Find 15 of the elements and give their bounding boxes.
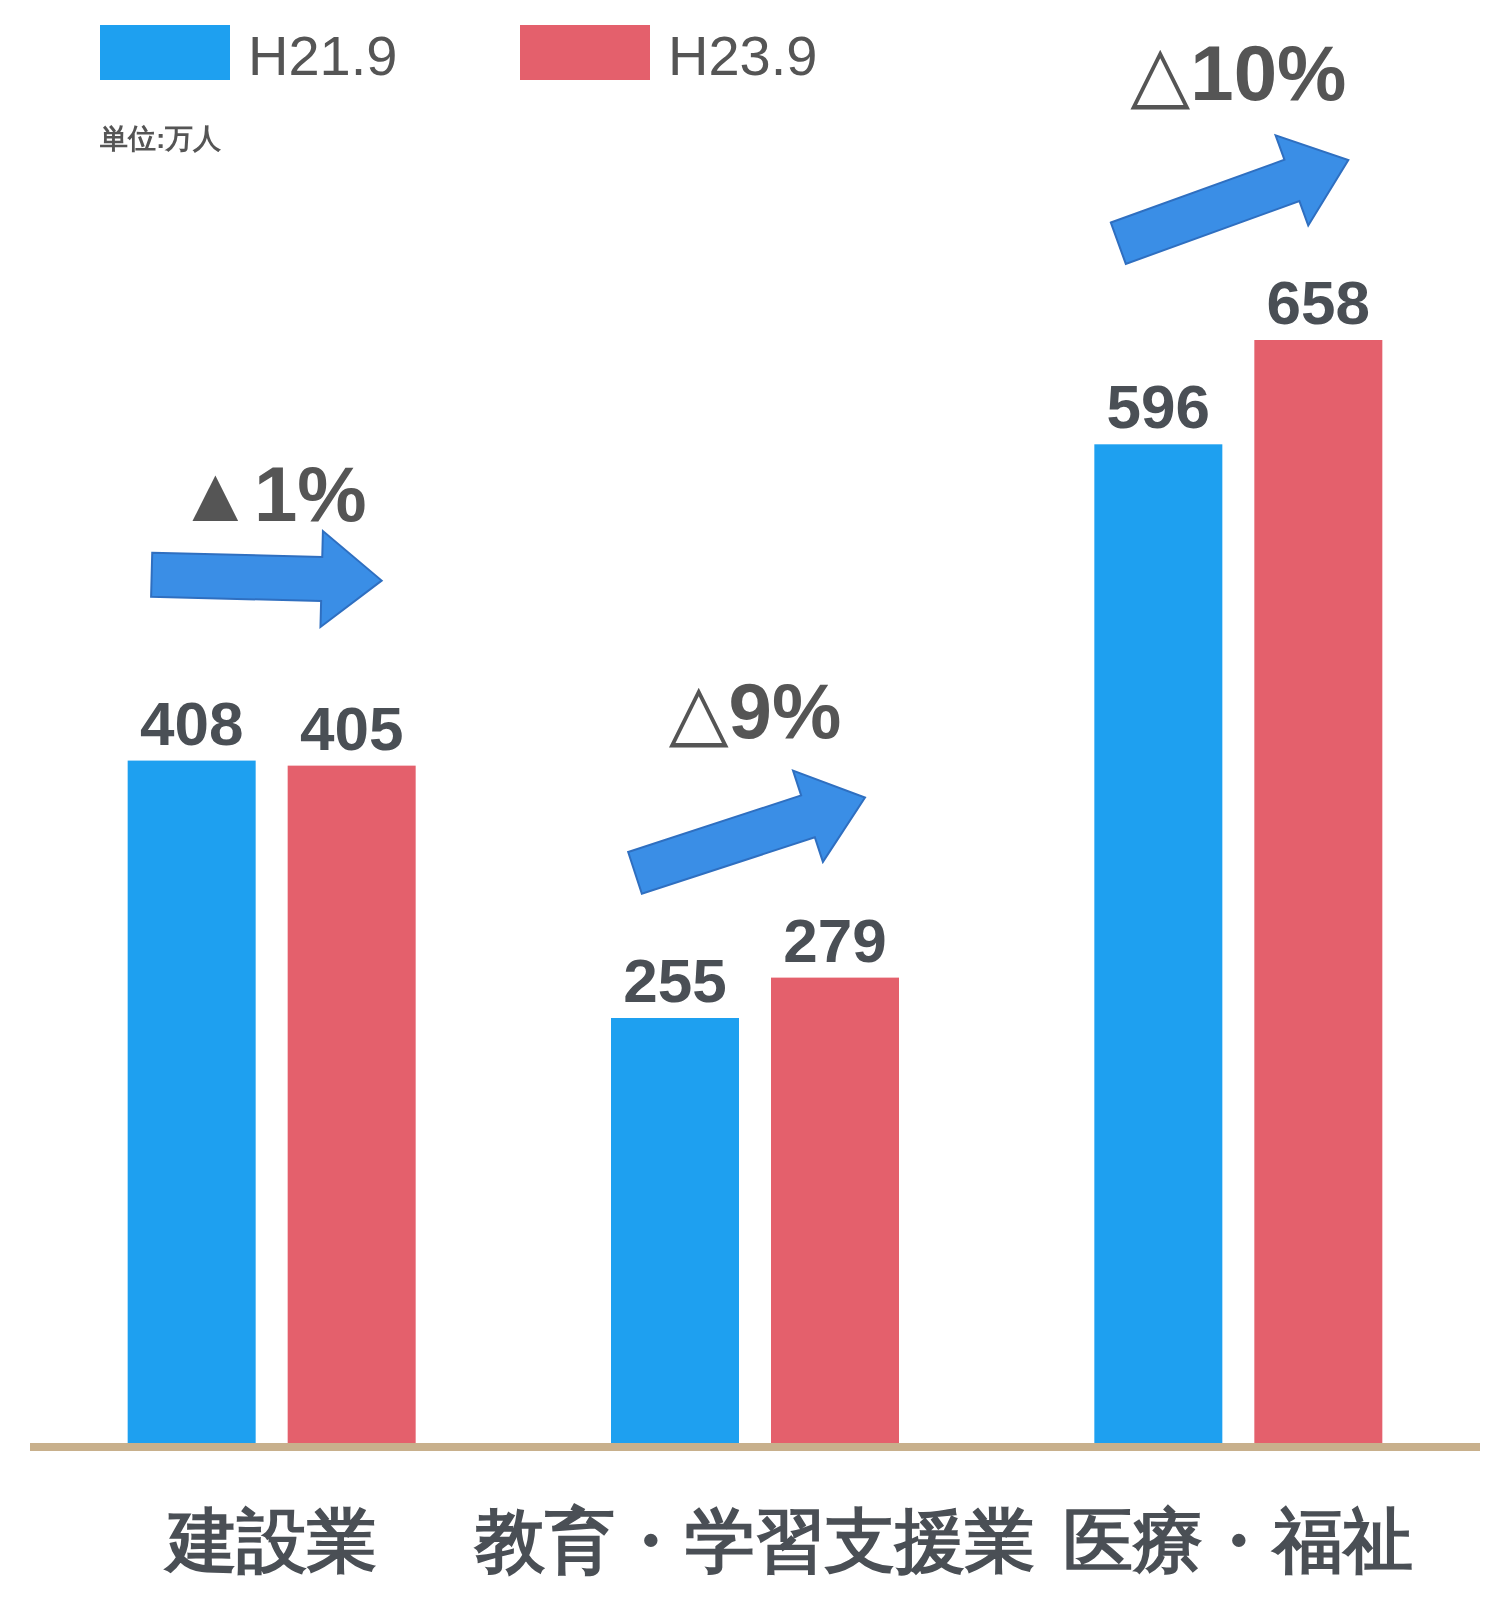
x-tick-label: 建設業 — [162, 1502, 377, 1580]
text: △10% — [1130, 29, 1347, 117]
data-label: 596 — [1106, 372, 1211, 442]
data-label: 408 — [139, 688, 244, 758]
legend-label: H21.9 — [248, 24, 398, 87]
annotation: ▲1% — [176, 449, 367, 538]
text: 単位:万人 — [99, 123, 223, 154]
x-tick-label: 教育・学習支援業 — [473, 1502, 1035, 1580]
annotation: △9% — [668, 666, 842, 755]
data-label: 658 — [1266, 268, 1371, 337]
data-label: 405 — [299, 693, 404, 763]
data-label: 279 — [783, 905, 887, 975]
legend-label: H23.9 — [668, 24, 818, 87]
x-tick-label: 医療・福祉 — [1063, 1502, 1414, 1580]
data-label: 255 — [623, 946, 727, 1015]
